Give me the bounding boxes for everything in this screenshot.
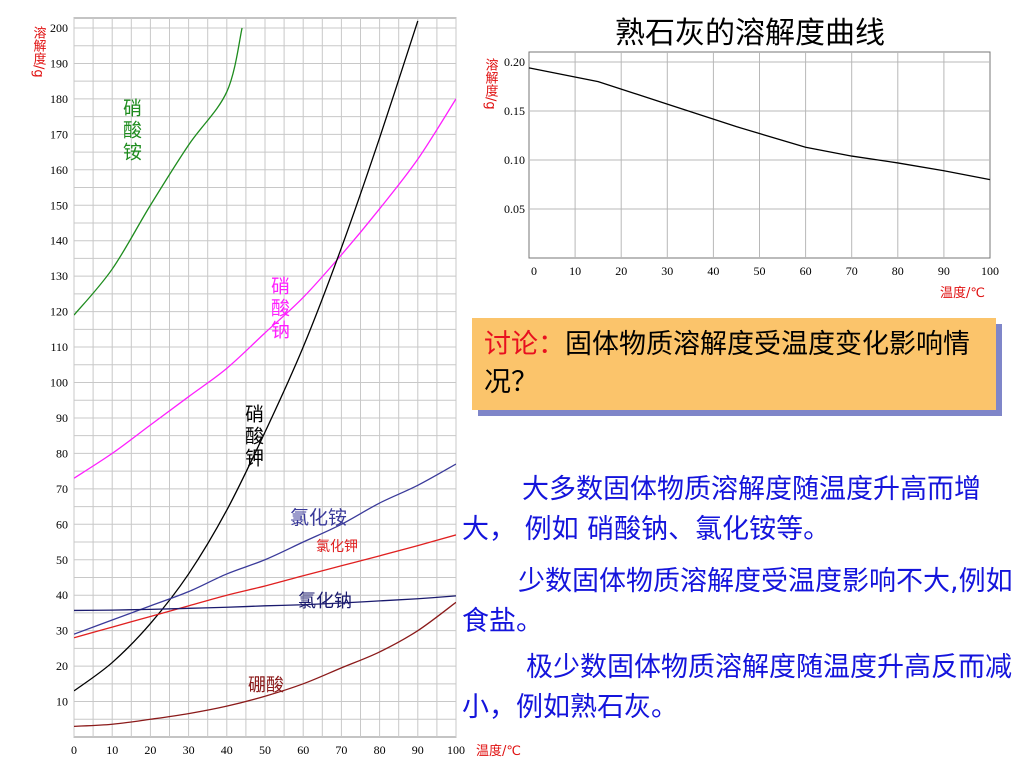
lime-y-tick-label: 0.10: [504, 153, 525, 167]
series-line-1: [74, 98, 456, 479]
main-y-tick-label: 20: [56, 659, 68, 673]
lime-x-tick-label: 10: [569, 264, 581, 278]
main-x-tick-label: 10: [106, 743, 118, 757]
main-x-tick-label: 80: [374, 743, 386, 757]
lime-chart-grid: [528, 51, 991, 259]
lime-y-tick-label: 0.15: [504, 104, 525, 118]
paragraph-increase: 大多数固体物质溶解度随温度升高而增大， 例如 硝酸钠、氯化铵等。: [462, 474, 981, 545]
main-y-tick-label: 50: [56, 553, 68, 567]
main-x-tick-label: 0: [71, 743, 77, 757]
main-chart-grid: [73, 17, 457, 738]
main-y-tick-label: 160: [50, 163, 68, 177]
series-line-0: [74, 27, 243, 316]
lime-y-tick-label: 0.05: [504, 202, 525, 216]
main-x-tick-label: 90: [412, 743, 424, 757]
main-y-tick-label: 70: [56, 482, 68, 496]
main-y-tick-label: 100: [50, 376, 68, 390]
main-y-axis-label: 溶解度/g: [31, 26, 47, 78]
discussion-text: 固体物质溶解度受温度变化影响情况？: [484, 329, 970, 398]
lime-x-tick-label: 100: [981, 264, 999, 278]
main-y-tick-label: 130: [50, 269, 68, 283]
series-label-2: 硝酸钾: [242, 404, 264, 470]
lime-x-tick-label: 60: [800, 264, 812, 278]
main-x-tick-label: 100: [447, 743, 465, 757]
main-x-tick-label: 50: [259, 743, 271, 757]
series-line-2: [74, 20, 419, 692]
main-y-tick-label: 10: [56, 695, 68, 709]
series-label-0: 硝酸铵: [120, 98, 142, 164]
paragraph-decrease: 极少数固体物质溶解度随温度升高反而减小，例如熟石灰。: [462, 652, 1012, 723]
main-y-tick-label: 40: [56, 588, 68, 602]
series-label-4: 氯化钾: [316, 539, 358, 555]
main-y-tick-label: 120: [50, 305, 68, 319]
lime-chart-series: [528, 67, 991, 181]
series-label-6: 硼酸: [248, 675, 284, 696]
main-y-tick-label: 30: [56, 624, 68, 638]
lime-x-tick-label: 40: [707, 264, 719, 278]
main-y-tick-label: 200: [50, 21, 68, 35]
main-y-tick-label: 80: [56, 446, 68, 460]
series-label-5: 氯化钠: [298, 591, 352, 612]
main-x-axis-label: 温度/℃: [476, 743, 521, 759]
main-y-tick-label: 60: [56, 517, 68, 531]
lime-x-tick-label: 90: [938, 264, 950, 278]
main-x-tick-label: 20: [144, 743, 156, 757]
main-x-tick-label: 60: [297, 743, 309, 757]
lime-chart-ticks: 0 10 20 30 40 50 60 70 80 90 100 0.05 0.10 0.15 0.20 溶解…: [483, 55, 1000, 301]
main-y-tick-label: 150: [50, 198, 68, 212]
series-line-6: [74, 601, 456, 728]
series-label-1: 硝酸钠: [268, 276, 290, 342]
lime-x-tick-label: 20: [615, 264, 627, 278]
main-y-tick-label: 110: [50, 340, 68, 354]
lime-y-tick-label: 0.20: [504, 55, 525, 69]
main-x-tick-label: 30: [183, 743, 195, 757]
main-x-tick-label: 40: [221, 743, 233, 757]
series-line-4: [74, 534, 456, 639]
lime-x-tick-label: 0: [531, 264, 537, 278]
paragraph-little-effect: 少数固体物质溶解度受温度影响不大,例如食盐。: [462, 566, 1013, 637]
discussion-box: 讨论：固体物质溶解度受温度变化影响情况？: [472, 318, 996, 410]
main-y-tick-label: 140: [50, 234, 68, 248]
lime-x-axis-label: 温度/℃: [940, 285, 985, 301]
lime-x-tick-label: 30: [661, 264, 673, 278]
main-y-tick-label: 190: [50, 56, 68, 70]
lime-x-tick-label: 70: [846, 264, 858, 278]
lime-x-tick-label: 50: [754, 264, 766, 278]
discussion-label: 讨论：: [484, 329, 565, 360]
lime-x-tick-label: 80: [892, 264, 904, 278]
main-chart-series: [74, 20, 456, 728]
main-x-tick-label: 70: [335, 743, 347, 757]
lime-chart-title: 熟石灰的溶解度曲线: [615, 16, 885, 51]
lime-y-axis-label: 溶解度/g: [483, 58, 499, 110]
main-y-tick-label: 180: [50, 92, 68, 106]
main-y-tick-label: 90: [56, 411, 68, 425]
series-line-5: [74, 595, 456, 612]
series-label-3: 氯化铵: [290, 507, 347, 529]
main-chart-ticks: 0 10 20 30 40 50 60 70 80 90 100 10 20 30 40 50 60 70 80 90…: [50, 21, 465, 757]
main-y-tick-label: 170: [50, 127, 68, 141]
lime-series-line: [528, 67, 991, 181]
